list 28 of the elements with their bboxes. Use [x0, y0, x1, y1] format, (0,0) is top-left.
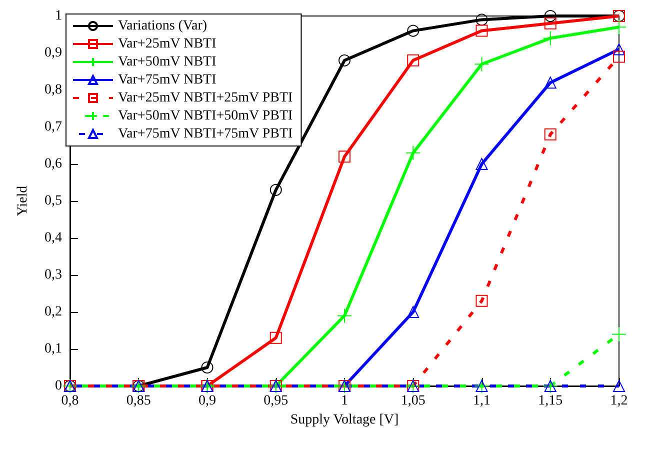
x-tick-label: 0,95	[264, 394, 288, 408]
legend-label: Var+75mV NBTI	[118, 72, 217, 88]
y-tick-label: 0,7	[44, 120, 62, 134]
legend-label: Var+50mV NBTI+50mV PBTI	[118, 108, 294, 124]
x-tick-label: 1	[341, 394, 348, 408]
y-tick-label: 0,3	[44, 268, 62, 282]
y-tick-label: 0	[55, 378, 62, 394]
y-tick-label: 0,5	[44, 194, 62, 208]
y-tick-label: 0,9	[44, 46, 62, 60]
y-axis-title: Yield	[16, 186, 30, 216]
y-tick-label: 0,1	[44, 342, 62, 356]
x-tick-label: 1,1	[473, 394, 490, 408]
x-tick-label: 1,2	[610, 394, 628, 408]
x-tick-label: 1,15	[538, 394, 563, 408]
legend-label: Variations (Var)	[118, 18, 208, 34]
legend-label: Var+25mV NBTI+25mV PBTI	[118, 90, 294, 106]
y-tick-label: 0,2	[44, 304, 62, 320]
y-tick-label: 0,4	[44, 230, 62, 246]
legend-label: Var+50mV NBTI	[118, 54, 217, 70]
legend-label: Var+75mV NBTI+75mV PBTI	[118, 126, 294, 142]
legend-label: Var+25mV NBTI	[118, 36, 217, 52]
x-axis-title: Supply Voltage [V]	[290, 412, 399, 428]
x-tick-label: 0,85	[126, 394, 151, 408]
y-tick-label: 1	[55, 8, 62, 24]
x-tick-label: 1,05	[400, 394, 426, 408]
y-tick-label: 0,8	[44, 82, 62, 98]
y-tick-label: 0,6	[44, 156, 62, 172]
x-tick-label: 0,9	[198, 394, 216, 408]
